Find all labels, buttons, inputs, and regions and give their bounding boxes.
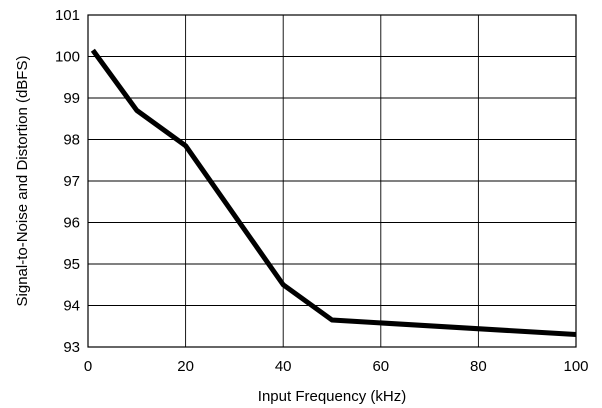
series-layer: [90, 48, 577, 338]
plot-frame: [87, 14, 577, 348]
x-tick-label: 0: [84, 358, 92, 375]
x-tick-label: 80: [470, 358, 487, 375]
y-tick-label: 96: [63, 215, 80, 232]
x-tick-label: 20: [177, 358, 194, 375]
x-tick-label: 60: [372, 358, 389, 375]
x-axis-label: Input Frequency (kHz): [258, 388, 406, 405]
y-tick-label: 100: [55, 49, 80, 66]
x-tick-labels: 0 20 40 60 80 100: [84, 358, 589, 375]
series-line: [90, 48, 577, 338]
y-axis-label: Signal-to-Noise and Distortion (dBFS): [14, 56, 31, 307]
x-tick-label: 100: [563, 358, 588, 375]
y-tick-label: 99: [63, 90, 80, 107]
y-tick-label: 101: [55, 7, 80, 24]
grid: [88, 15, 576, 347]
y-tick-label: 97: [63, 173, 80, 190]
y-tick-label: 93: [63, 339, 80, 356]
y-tick-label: 98: [63, 132, 80, 149]
y-tick-labels: 93 94 95 96 97 98 99 100 101: [55, 7, 80, 356]
x-tick-label: 40: [275, 358, 292, 375]
y-tick-label: 94: [63, 298, 80, 315]
y-tick-label: 95: [63, 256, 80, 273]
